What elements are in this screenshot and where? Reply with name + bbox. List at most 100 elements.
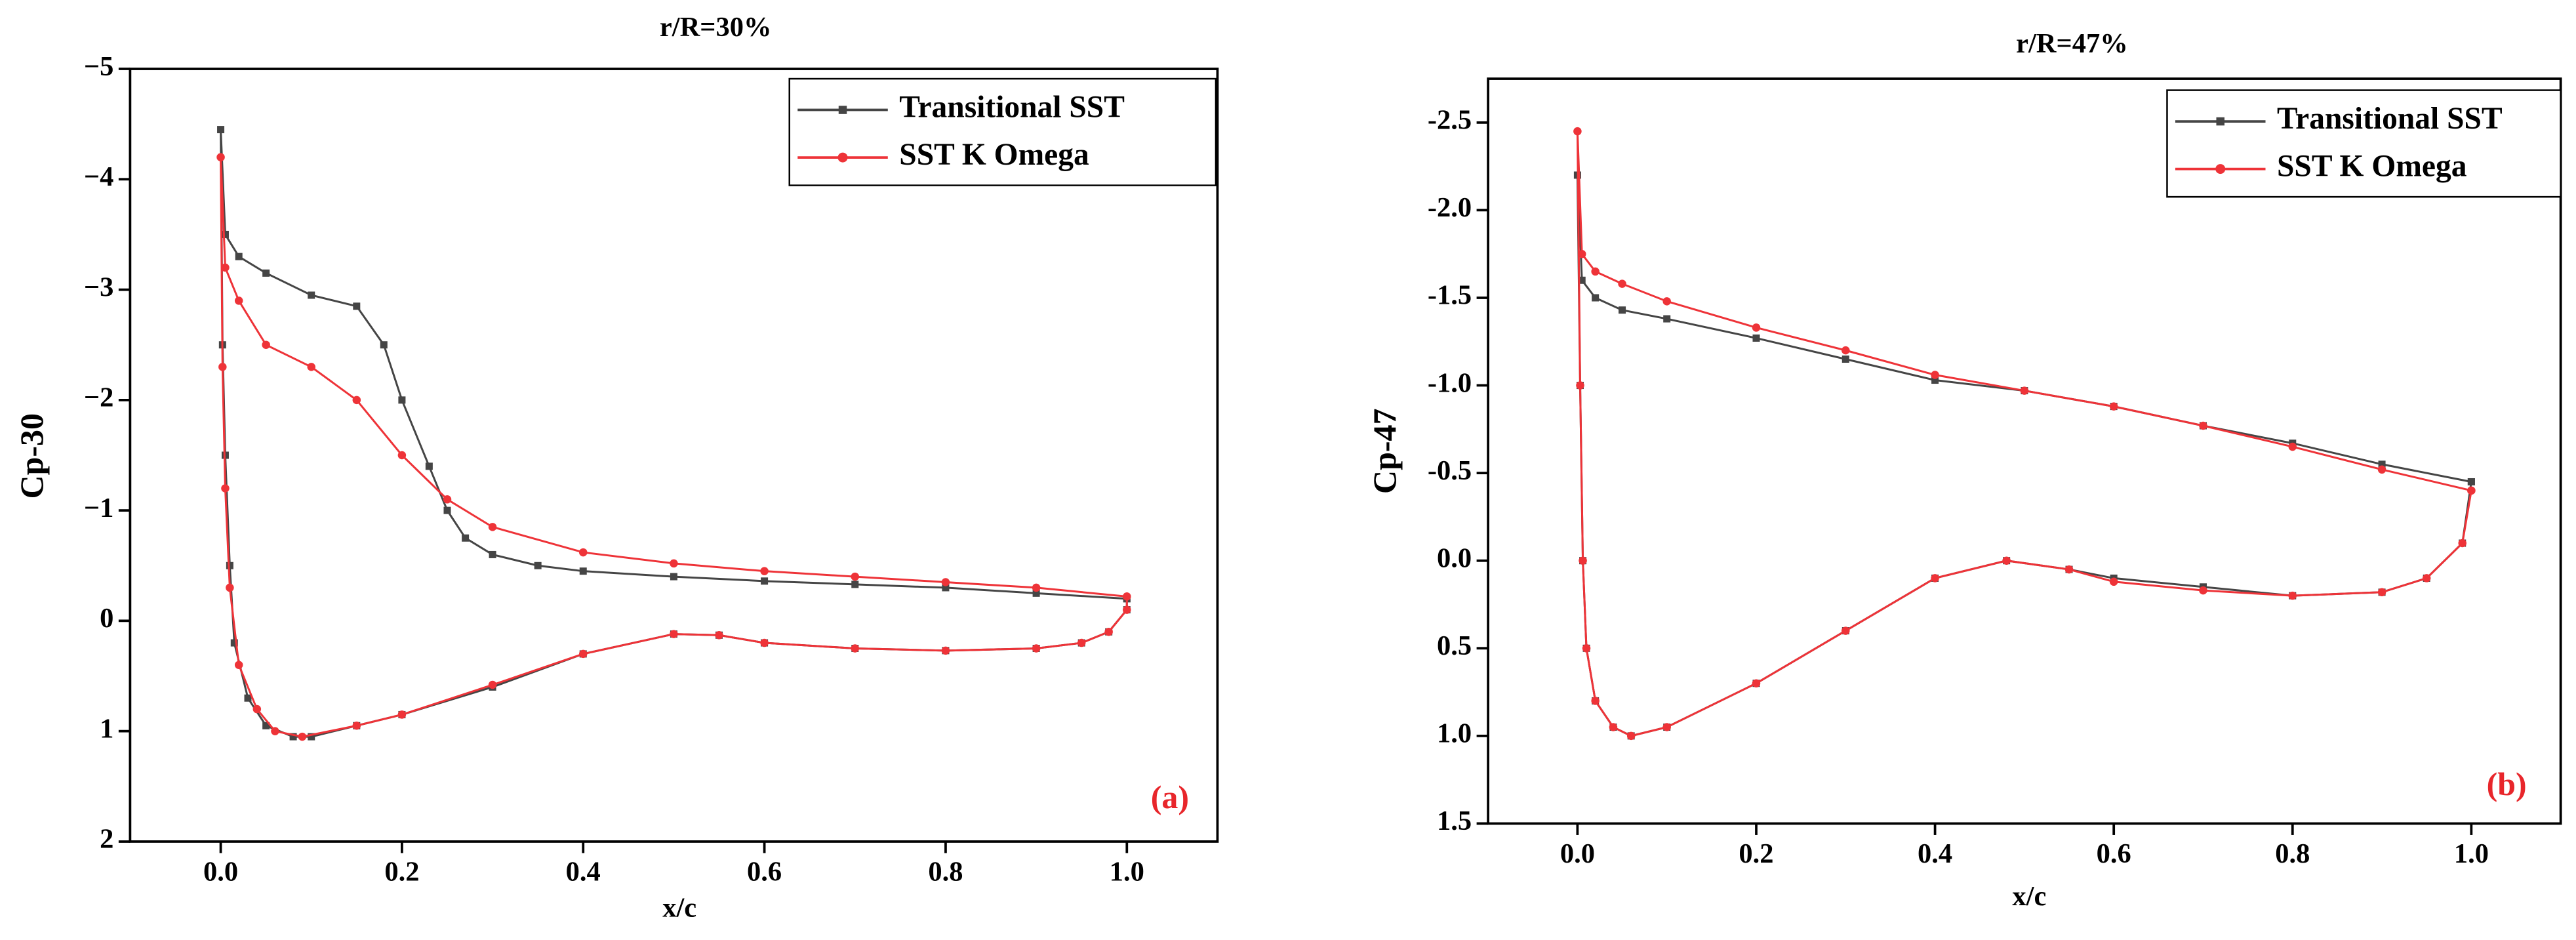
point-marker [1618,279,1626,288]
y-tick-label: −3 [84,272,113,302]
point-marker [1123,592,1131,601]
point-marker [1619,306,1626,314]
legend-label: SST K Omega [2277,149,2467,183]
y-tick-label: −5 [84,51,113,82]
panel-annotation: (b) [2487,766,2527,802]
legend-marker [837,152,848,163]
point-marker [2109,402,2118,411]
point-marker [2288,442,2297,451]
point-marker [2467,478,2475,485]
point-marker [578,548,588,557]
point-marker [235,253,243,260]
point-marker [670,630,678,638]
point-marker [1032,589,1040,597]
y-tick-label: 1.5 [1437,806,1472,836]
point-marker [488,523,497,531]
point-marker [353,302,361,310]
point-marker [1752,323,1761,332]
y-axis-label: Cp-30 [13,413,50,499]
point-marker [230,639,238,647]
point-marker [244,694,252,702]
point-marker [262,269,270,277]
point-marker [425,462,433,470]
point-marker [352,396,361,405]
point-marker [262,722,270,729]
x-tick-label: 0.4 [566,857,601,888]
point-marker [488,680,497,689]
point-marker [1578,276,1586,284]
point-marker [1032,583,1041,592]
point-marker [221,230,229,238]
y-tick-label: −1 [84,493,113,523]
point-marker [2199,586,2207,595]
series-line [1576,174,2472,737]
point-marker [2458,539,2467,548]
point-marker [262,340,270,349]
point-marker [489,550,496,558]
point-marker [1841,626,1850,635]
legend-marker [2215,164,2226,174]
point-marker [2199,421,2207,430]
x-tick-label: 0.8 [2275,838,2310,869]
x-axis-label: x/c [2012,881,2046,912]
panel-annotation: (a) [1151,779,1189,815]
point-marker [941,578,950,586]
plot-frame [129,68,1219,843]
point-marker [761,577,769,585]
point-marker [1579,556,1587,565]
point-marker [2422,574,2431,582]
point-marker [1663,315,1671,323]
y-tick-label: 1 [100,713,113,744]
legend-label: SST K Omega [899,138,1089,172]
point-marker [941,646,950,655]
point-marker [234,296,243,305]
series-line [220,157,1128,738]
point-marker [226,562,233,569]
point-marker [380,341,388,349]
point-marker [1582,644,1591,653]
y-tick-label: 1.0 [1437,718,1472,749]
point-marker [352,722,361,730]
point-marker [252,705,262,714]
y-tick-label: -0.5 [1428,455,1472,486]
x-tick-label: 0.6 [747,857,782,888]
point-marker [1573,127,1582,136]
point-marker [1591,267,1600,276]
point-marker [851,572,860,581]
point-marker [308,291,315,299]
point-marker [760,567,769,575]
point-marker [1577,249,1586,258]
x-tick-label: 0.8 [928,857,963,888]
point-marker [1662,723,1671,731]
point-marker [1931,574,1939,582]
plot-frame [1487,77,2562,825]
point-marker [1077,638,1086,647]
legend-marker [838,106,847,114]
point-marker [1591,697,1600,705]
series-line [220,129,1128,738]
point-marker [1752,679,1761,687]
point-marker [289,733,297,741]
x-tick-label: 0.0 [203,857,238,888]
y-tick-label: 0.5 [1437,630,1472,661]
y-tick-label: -1.5 [1428,280,1472,311]
x-tick-label: 0.0 [1560,838,1595,869]
y-tick-label: 2 [100,824,113,855]
point-marker [2378,460,2386,468]
point-marker [1626,731,1636,741]
point-marker [670,559,678,568]
point-marker [1752,334,1760,342]
x-tick-label: 1.0 [1110,857,1144,888]
point-marker [2109,577,2118,586]
point-marker [670,573,677,581]
y-axis-label: Cp-47 [1366,408,1403,494]
point-marker [397,710,407,719]
point-marker [1576,381,1584,390]
point-marker [2002,556,2011,565]
point-marker [218,363,227,371]
point-marker [715,631,723,640]
y-tick-label: 0.0 [1437,542,1472,573]
point-marker [271,727,279,735]
chart-title: r/R=30% [660,12,772,43]
y-tick-label: −2 [84,382,113,413]
